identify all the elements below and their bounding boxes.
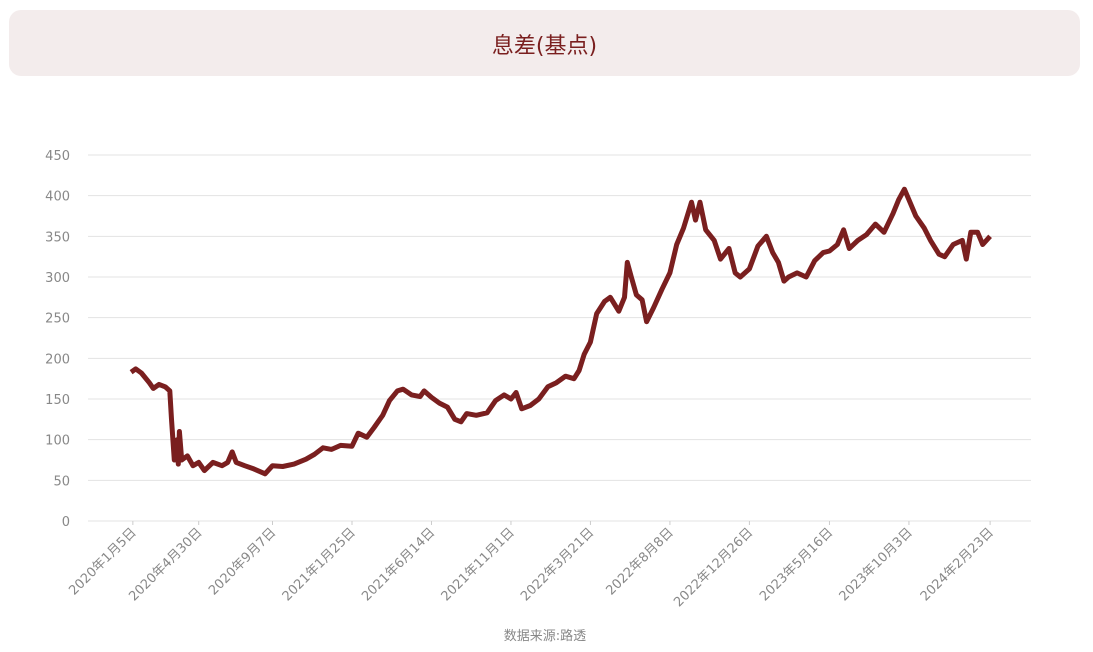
chart-title: 息差(基点) [491, 34, 598, 59]
x-tick-label: 2021年11月1日 [439, 525, 518, 604]
x-tick-label: 2021年6月14日 [359, 525, 438, 604]
x-tick-label: 2023年10月3日 [837, 525, 916, 604]
x-tick-label: 2020年1月5日 [66, 525, 139, 598]
x-tick-label: 2020年4月30日 [126, 525, 205, 604]
y-tick-label: 100 [45, 434, 70, 449]
data-line [129, 186, 992, 477]
y-tick-label: 300 [45, 271, 70, 286]
y-tick-label: 250 [45, 312, 70, 327]
x-tick-label: 2022年12月26日 [671, 525, 756, 610]
y-tick-label: 400 [45, 190, 70, 205]
y-tick-label: 0 [62, 515, 70, 530]
y-tick-label: 350 [45, 230, 70, 245]
x-tick-label: 2021年1月25日 [280, 525, 359, 604]
source-note: 数据来源:路透 [504, 628, 586, 644]
x-tick-label: 2022年8月8日 [603, 525, 676, 598]
x-tick-label: 2022年3月21日 [518, 525, 597, 604]
y-tick-label: 50 [53, 474, 70, 489]
x-tick-label: 2024年2月23日 [918, 525, 997, 604]
y-tick-label: 200 [45, 352, 70, 367]
x-tick-label: 2020年9月7日 [206, 525, 279, 598]
x-tick-label: 2023年5月16日 [757, 525, 836, 604]
y-tick-label: 150 [45, 393, 70, 408]
title-box: 息差(基点) [9, 10, 1080, 76]
y-tick-label: 450 [45, 149, 70, 164]
